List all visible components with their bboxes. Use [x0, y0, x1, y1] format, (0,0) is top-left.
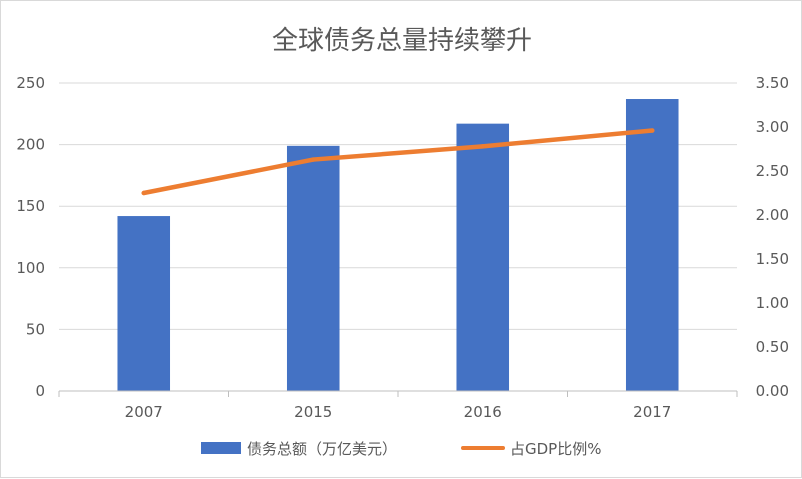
x-axis: 2007 2015 2016 2017: [58, 390, 738, 421]
x-axis-tick-label: 2017: [633, 403, 671, 421]
left-axis-tick-label: 100: [16, 259, 45, 277]
left-axis-tick-label: 50: [26, 320, 45, 338]
bar: [456, 123, 510, 391]
legend-bar-swatch: [201, 442, 241, 454]
legend-line-label: 占GDP比例%: [510, 440, 601, 458]
left-axis-tick-label: 0: [35, 382, 45, 400]
line-point: [141, 190, 146, 196]
x-axis-tick-label: 2015: [294, 403, 332, 421]
line-series-path: [141, 128, 655, 196]
right-axis-tick-label: 0.00: [756, 382, 789, 400]
left-axis-tick-label: 250: [16, 74, 45, 92]
right-axis-tick-label: 1.00: [756, 294, 789, 312]
right-axis-tick-label: 3.00: [756, 118, 789, 136]
x-axis-tick-label: 2016: [464, 403, 502, 421]
right-axis-tick-label: 1.50: [756, 250, 789, 268]
line-point: [650, 128, 655, 133]
left-axis-tick-label: 150: [16, 197, 45, 215]
right-axis-tick-label: 0.50: [756, 338, 789, 356]
line-point: [480, 144, 485, 149]
right-axis-tick-label: 2.00: [756, 206, 789, 224]
left-axis-tick-label: 200: [16, 136, 45, 154]
right-axis-tick-label: 2.50: [756, 162, 789, 180]
bar: [625, 99, 679, 392]
right-axis-tick-label: 3.50: [756, 74, 789, 92]
bar: [286, 145, 340, 391]
right-y-axis: 0.00 0.50 1.00 1.50 2.00 2.50 3.00 3.50: [756, 74, 789, 400]
line-point: [311, 157, 316, 162]
legend-bar-label: 债务总额（万亿美元）: [247, 440, 397, 458]
chart-title: 全球债务总量持续攀升: [272, 26, 532, 56]
left-y-axis: 0 50 100 150 200 250: [16, 74, 45, 400]
line-series: [141, 128, 655, 196]
x-axis-tick-label: 2007: [125, 403, 163, 421]
legend: 债务总额（万亿美元） 占GDP比例%: [201, 440, 601, 458]
bar-series: [117, 99, 679, 392]
bar: [117, 216, 171, 391]
